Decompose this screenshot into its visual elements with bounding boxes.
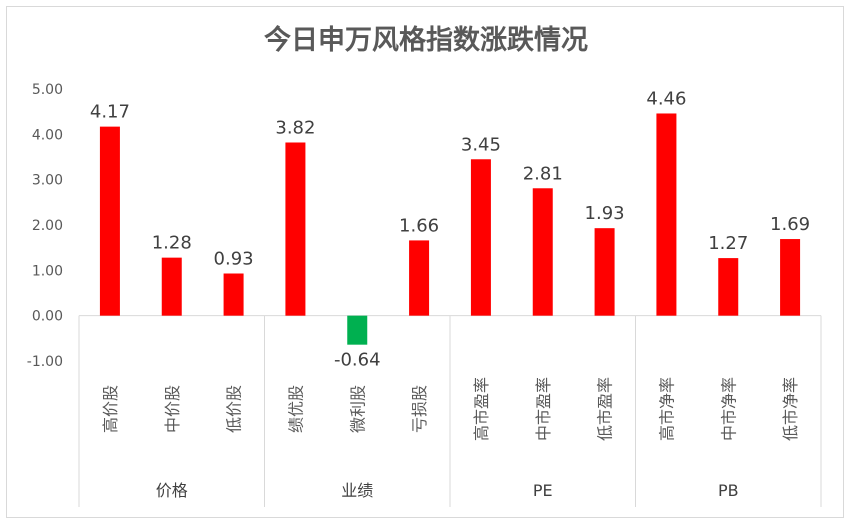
y-tick-label: 0.00 xyxy=(32,309,63,325)
bar xyxy=(470,159,491,316)
bar xyxy=(347,315,368,345)
group-label: PB xyxy=(718,481,739,500)
category-label: 绩优股 xyxy=(286,385,305,433)
bar xyxy=(594,228,615,316)
group-label: PE xyxy=(533,481,553,500)
y-tick-label: 1.00 xyxy=(32,263,63,279)
data-label: 1.66 xyxy=(399,215,439,236)
data-label: -0.64 xyxy=(334,350,381,371)
data-label: 3.82 xyxy=(275,117,315,138)
group-label: 业绩 xyxy=(341,481,373,500)
y-tick-label: 2.00 xyxy=(32,218,63,234)
bar xyxy=(656,113,677,316)
category-label: 亏损股 xyxy=(410,385,429,433)
chart-title: 今日申万风格指数涨跌情况 xyxy=(264,24,588,56)
data-label: 1.28 xyxy=(152,233,192,254)
bar xyxy=(409,240,430,316)
data-label: 4.17 xyxy=(90,102,130,123)
chart-svg: 今日申万风格指数涨跌情况 -1.00 0.00 1.00 2.00 3.00 4.00 5.… xyxy=(27,24,822,507)
data-label: 4.46 xyxy=(646,88,686,109)
bar xyxy=(223,273,244,316)
category-label: 低市净率 xyxy=(781,377,800,441)
group-label: 价格 xyxy=(156,481,188,500)
bar xyxy=(99,126,120,316)
y-tick-label: -1.00 xyxy=(27,354,63,370)
y-tick-label: 4.00 xyxy=(32,127,63,143)
data-label: 3.45 xyxy=(461,134,501,155)
category-label: 高市净率 xyxy=(657,377,676,441)
bar xyxy=(161,257,182,316)
chart-frame: 今日申万风格指数涨跌情况 -1.00 0.00 1.00 2.00 3.00 4.00 5.… xyxy=(6,6,844,518)
bar xyxy=(532,188,553,316)
bar xyxy=(285,142,306,316)
bar xyxy=(780,239,801,316)
category-label: 中价股 xyxy=(163,385,182,433)
data-label: 1.27 xyxy=(708,233,748,254)
category-label: 中市净率 xyxy=(719,377,738,441)
category-label: 高市盈率 xyxy=(472,377,491,441)
category-label: 微利股 xyxy=(348,385,367,433)
y-tick-label: 5.00 xyxy=(32,82,63,98)
y-tick-label: 3.00 xyxy=(32,173,63,189)
category-label: 高价股 xyxy=(101,385,120,433)
bar xyxy=(718,258,739,316)
data-label: 1.69 xyxy=(770,214,810,235)
category-label: 低市盈率 xyxy=(596,377,615,441)
data-label: 0.93 xyxy=(214,249,254,270)
data-label: 2.81 xyxy=(523,163,563,184)
data-label: 1.93 xyxy=(585,203,625,224)
category-label: 中市盈率 xyxy=(534,377,553,441)
category-label: 低价股 xyxy=(225,385,244,433)
